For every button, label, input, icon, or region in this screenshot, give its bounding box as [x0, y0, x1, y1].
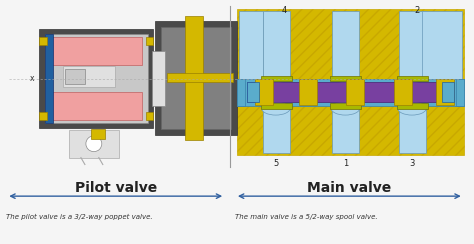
Bar — [45, 34, 147, 123]
Bar — [394, 80, 412, 105]
Text: 1: 1 — [343, 159, 348, 168]
Bar — [91, 129, 105, 139]
Ellipse shape — [398, 101, 427, 115]
Bar — [39, 29, 154, 128]
Bar — [146, 37, 154, 45]
Text: Main valve: Main valve — [307, 181, 392, 195]
Ellipse shape — [261, 81, 290, 95]
Bar — [155, 21, 237, 135]
Bar — [332, 107, 359, 153]
Bar — [39, 37, 47, 45]
Bar — [261, 103, 292, 109]
Bar — [167, 72, 233, 82]
Bar — [330, 103, 361, 109]
Text: x: x — [30, 74, 34, 83]
Bar — [237, 105, 464, 155]
Text: The pilot valve is a 3/2-way poppet valve.: The pilot valve is a 3/2-way poppet valv… — [6, 214, 153, 220]
Bar — [237, 79, 245, 106]
Text: 2: 2 — [414, 6, 419, 15]
Bar — [436, 80, 454, 105]
Bar — [397, 103, 428, 109]
Bar — [49, 37, 142, 65]
Bar — [330, 76, 361, 81]
Text: 5: 5 — [273, 159, 278, 168]
Bar — [49, 92, 142, 120]
Bar — [154, 73, 157, 83]
Bar — [422, 11, 462, 88]
Bar — [237, 9, 464, 90]
Bar — [237, 79, 464, 106]
Bar — [255, 80, 273, 105]
Ellipse shape — [331, 101, 360, 115]
Bar — [185, 16, 203, 140]
Bar — [247, 82, 454, 102]
Bar — [456, 79, 464, 106]
Ellipse shape — [398, 81, 427, 95]
Ellipse shape — [331, 81, 360, 95]
Bar — [263, 107, 290, 153]
Bar — [146, 112, 154, 120]
Bar — [69, 130, 118, 158]
Bar — [39, 112, 47, 120]
Bar — [399, 107, 426, 153]
Bar — [399, 11, 426, 88]
Bar — [261, 76, 292, 81]
Text: Pilot valve: Pilot valve — [74, 181, 157, 195]
Bar — [63, 66, 115, 87]
Text: The main valve is a 5/2-way spool valve.: The main valve is a 5/2-way spool valve. — [235, 214, 378, 220]
Bar — [65, 69, 85, 84]
Bar — [239, 11, 263, 88]
Bar — [247, 82, 259, 102]
Bar — [442, 82, 454, 102]
Bar — [332, 11, 359, 88]
Bar — [263, 11, 290, 88]
Bar — [397, 76, 428, 81]
Bar — [152, 51, 165, 106]
Text: 3: 3 — [409, 159, 415, 168]
Bar — [162, 27, 231, 129]
Bar — [45, 34, 53, 123]
Circle shape — [86, 136, 102, 152]
Text: 4: 4 — [282, 6, 287, 15]
Bar — [346, 80, 364, 105]
Ellipse shape — [261, 101, 290, 115]
Bar — [299, 80, 317, 105]
